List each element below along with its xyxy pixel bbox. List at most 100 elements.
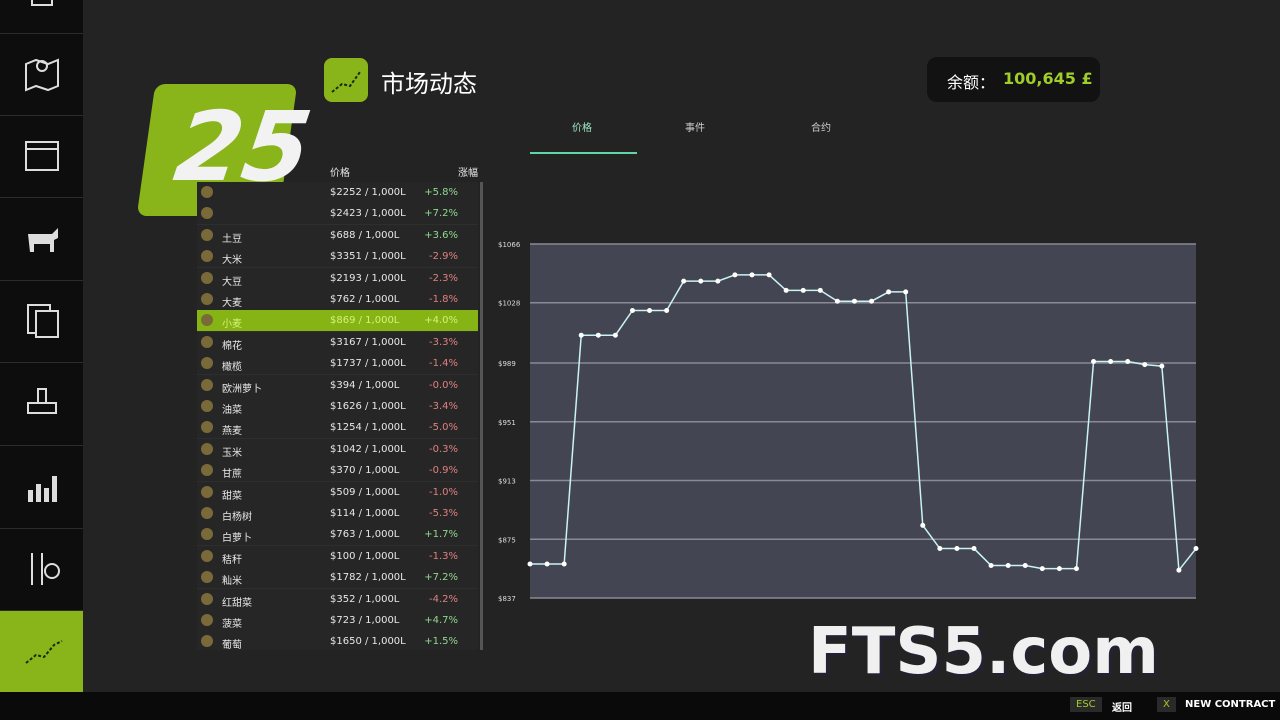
list-row[interactable]: 大豆 $2193 / 1,000L -2.3%: [197, 267, 478, 290]
data-point: [937, 546, 943, 552]
data-point: [1176, 567, 1182, 573]
list-row[interactable]: 甜菜 $509 / 1,000L -1.0%: [197, 481, 478, 504]
price-chart: $837 $875 $913 $951 $989 $1028 $1066: [498, 241, 1199, 603]
list-row[interactable]: 甘蔗 $370 / 1,000L -0.9%: [197, 460, 478, 483]
y-tick-label: $951: [498, 419, 516, 427]
key-action[interactable]: NEW CONTRACT: [1185, 699, 1276, 710]
data-point: [749, 272, 755, 278]
list-row[interactable]: 小麦 $869 / 1,000L +4.0%: [197, 310, 478, 333]
crop-price: $1782 / 1,000L: [330, 572, 406, 584]
crop-icon: [201, 314, 213, 327]
data-point: [817, 287, 823, 293]
menu-item-calendar[interactable]: [0, 115, 83, 197]
scrollbar[interactable]: [480, 182, 483, 650]
list-row[interactable]: 棉花 $3167 / 1,000L -3.3%: [197, 331, 478, 354]
crop-icon: [201, 528, 213, 541]
data-point: [783, 287, 789, 293]
list-row[interactable]: 菠菜 $723 / 1,000L +4.7%: [197, 610, 478, 632]
list-row[interactable]: 秸秆 $100 / 1,000L -1.3%: [197, 545, 478, 568]
tab[interactable]: 价格: [572, 123, 592, 134]
crop-change: -1.8%: [428, 294, 458, 305]
sidebar: [0, 0, 83, 693]
menu-item[interactable]: [0, 0, 83, 32]
data-point: [903, 289, 909, 295]
data-point: [681, 278, 687, 284]
data-point: [544, 561, 550, 567]
crop-price: $762 / 1,000L: [330, 294, 400, 305]
list-row[interactable]: 白萝卜 $763 / 1,000L +1.7%: [197, 524, 478, 547]
crop-price: $1737 / 1,000L: [330, 358, 406, 370]
crop-change: -3.4%: [428, 401, 458, 412]
crop-name: 红甜菜: [222, 597, 252, 609]
list-row[interactable]: 白杨树 $114 / 1,000L -5.3%: [197, 503, 478, 525]
list-row[interactable]: 燕麦 $1254 / 1,000L -5.0%: [197, 417, 478, 440]
data-point: [869, 298, 875, 304]
list-row[interactable]: 红甜菜 $352 / 1,000L -4.2%: [197, 588, 478, 611]
data-point: [1073, 566, 1079, 572]
crop-name: 籼米: [222, 576, 242, 588]
y-tick-label: $837: [498, 595, 516, 603]
list-header-change: 涨幅: [458, 168, 478, 179]
menu-item-map[interactable]: [0, 33, 83, 115]
crop-change: -1.0%: [428, 486, 458, 498]
crop-price: $2423 / 1,000L: [330, 208, 406, 220]
crop-change: -4.2%: [428, 593, 458, 605]
crop-change: -0.0%: [428, 379, 458, 391]
list-row[interactable]: 土豆 $688 / 1,000L +3.6%: [197, 224, 478, 247]
crop-icon: [201, 614, 213, 626]
list-header-price: 价格: [330, 168, 350, 179]
list-row[interactable]: 籼米 $1782 / 1,000L +7.2%: [197, 567, 478, 590]
list-row[interactable]: 欧洲萝卜 $394 / 1,000L -0.0%: [197, 374, 478, 397]
menu-item-prices-active[interactable]: [0, 610, 83, 693]
data-point: [800, 287, 806, 293]
list-row[interactable]: 葡萄 $1650 / 1,000L +1.5%: [197, 631, 478, 650]
data-point: [851, 298, 857, 304]
price-list: $2252 / 1,000L +5.8% $2423 / 1,000L +7.2% 土豆…: [197, 182, 478, 650]
key-action[interactable]: 返回: [1112, 703, 1132, 714]
list-row[interactable]: 大麦 $762 / 1,000L -1.8%: [197, 289, 478, 311]
menu-item-settings[interactable]: [0, 528, 83, 610]
data-point: [1039, 566, 1045, 572]
data-point: [629, 307, 635, 313]
crop-name: 秸秆: [222, 554, 242, 566]
list-row[interactable]: $2423 / 1,000L +7.2%: [197, 203, 478, 226]
list-row[interactable]: 玉米 $1042 / 1,000L -0.3%: [197, 438, 478, 461]
data-point: [1005, 563, 1011, 569]
crop-name: 甜菜: [222, 490, 242, 502]
data-point: [647, 307, 653, 313]
crop-name: 菠菜: [222, 619, 242, 630]
crop-icon: [201, 357, 213, 370]
crop-change: -1.3%: [428, 550, 458, 562]
data-point: [698, 278, 704, 284]
list-row[interactable]: 橄榄 $1737 / 1,000L -1.4%: [197, 353, 478, 376]
balance-box: 余额： 100,645 £: [927, 57, 1100, 102]
tab[interactable]: 合约: [811, 123, 831, 134]
crop-icon: [201, 571, 213, 584]
tab[interactable]: 事件: [685, 123, 705, 134]
watermark: FTS5.com: [808, 615, 1159, 689]
list-row[interactable]: 油菜 $1626 / 1,000L -3.4%: [197, 396, 478, 418]
list-row[interactable]: 大米 $3351 / 1,000L -2.9%: [197, 246, 478, 269]
data-point: [766, 272, 772, 278]
data-point: [1091, 358, 1097, 364]
menu-item-animals[interactable]: [0, 197, 83, 279]
menu-item-production[interactable]: [0, 362, 83, 444]
list-row[interactable]: $2252 / 1,000L +5.8%: [197, 182, 478, 204]
crop-name: 白杨树: [222, 512, 252, 523]
menu-item-contracts[interactable]: [0, 280, 83, 362]
crop-price: $352 / 1,000L: [330, 593, 400, 605]
page-title: 市场动态: [381, 70, 477, 98]
crop-icon: [201, 635, 213, 648]
menu-item-stats[interactable]: [0, 445, 83, 527]
crop-change: -2.9%: [428, 251, 458, 263]
data-point: [1142, 362, 1148, 368]
crop-price: $723 / 1,000L: [330, 615, 400, 626]
crop-name: 玉米: [222, 447, 242, 459]
crop-price: $3351 / 1,000L: [330, 251, 406, 263]
crop-price: $2193 / 1,000L: [330, 272, 406, 284]
crop-icon: [201, 228, 213, 241]
crop-change: +7.2%: [424, 208, 458, 220]
data-point: [920, 522, 926, 528]
crop-name: 大米: [222, 255, 242, 267]
